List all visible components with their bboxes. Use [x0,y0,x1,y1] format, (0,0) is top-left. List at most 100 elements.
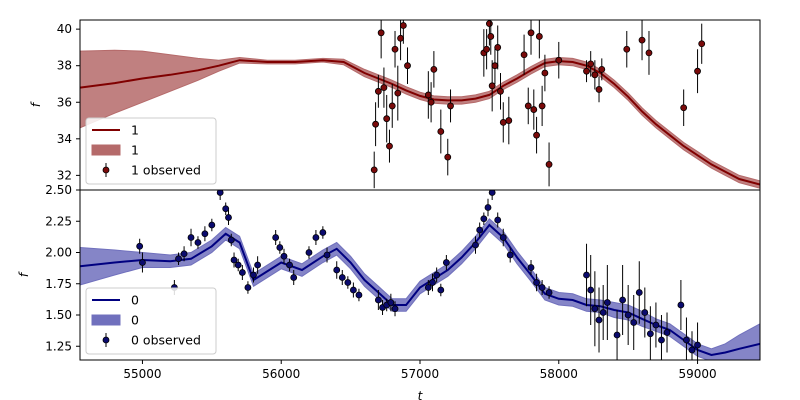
x-tick-label: 58000 [540,367,578,381]
x-tick-label: 55000 [123,367,161,381]
data-point [663,329,671,336]
data-point [374,296,382,304]
data-point [222,205,230,213]
data-point [380,84,388,92]
data-point [201,230,209,238]
data-point [491,62,499,70]
data-point [545,289,553,296]
top-band-area [80,49,760,189]
bottom-x-ticks: 55000 56000 57000 58000 59000 [123,360,717,381]
data-point [591,305,599,313]
data-point [272,234,280,241]
data-point [484,204,492,211]
data-point [694,341,701,349]
data-point [372,120,379,128]
data-point [175,255,182,263]
bottom-band-area [80,218,760,360]
data-point [483,45,491,53]
data-point [427,98,435,106]
data-point [276,244,284,251]
data-point [355,291,363,299]
data-point [370,166,378,174]
data-point [698,40,706,48]
data-point [338,274,346,281]
data-point [442,259,450,266]
data-point [444,153,452,161]
data-point [424,91,432,99]
data-point [391,45,399,53]
data-point [603,299,611,306]
data-point [591,71,599,79]
data-point [447,102,454,110]
data-point [520,51,528,59]
data-point [472,241,479,249]
data-point [387,299,395,306]
data-point [505,117,513,124]
data-point [254,261,262,269]
data-point [388,102,396,110]
data-point [136,242,144,250]
y-tick-label: 2.00 [45,246,72,260]
data-point [583,271,590,279]
data-point [545,161,553,168]
data-point [494,44,502,51]
data-point [234,261,242,269]
data-point [635,289,643,296]
legend-band-swatch [91,314,121,326]
data-point [305,249,313,256]
y-tick-label: 32 [57,168,72,182]
data-point [533,131,540,139]
data-point [290,274,298,281]
data-point [494,216,502,224]
data-point [630,319,638,326]
data-point [424,284,432,291]
data-point [476,226,484,234]
data-point [499,234,507,241]
data-point [541,69,549,77]
data-point [530,106,538,113]
data-point [624,311,632,319]
data-point [429,279,436,286]
data-point [538,102,546,110]
data-point [488,82,496,90]
legend-label: 0 observed [131,333,201,348]
data-point [139,259,146,266]
data-point [333,266,341,274]
data-point [244,284,252,291]
data-point [599,309,607,316]
data-point [680,104,688,112]
top-mean-line [80,59,760,186]
legend-label: 1 [131,143,139,158]
data-point [250,271,257,279]
data-point [683,336,690,344]
bottom-legend-box [85,287,217,355]
bottom-y-axis-label: f [17,271,31,277]
data-point [488,190,496,196]
y-tick-label: 1.25 [45,339,72,353]
data-point [286,261,293,269]
data-point [646,330,654,338]
data-point [583,67,590,75]
data-point [238,269,246,276]
data-point [595,86,603,93]
top-y-axis-label: f [29,101,43,107]
data-point [208,221,216,229]
y-tick-label: 38 [57,59,72,73]
data-point [524,102,532,110]
data-point [225,214,232,221]
data-point [480,215,488,223]
data-point [555,56,563,64]
data-point [404,62,411,70]
bottom-y-ticks: 1.25 1.50 1.75 2.00 2.25 2.50 [45,183,80,353]
bottom-legend: 0 0 0 observed [85,287,217,355]
data-point [374,87,382,95]
data-point [497,87,504,95]
data-point [377,29,385,37]
legend-label: 0 [131,313,139,328]
data-point [280,252,288,260]
data-point [319,229,327,236]
y-tick-label: 40 [57,22,72,36]
y-tick-label: 36 [57,95,72,109]
data-point [694,67,701,75]
